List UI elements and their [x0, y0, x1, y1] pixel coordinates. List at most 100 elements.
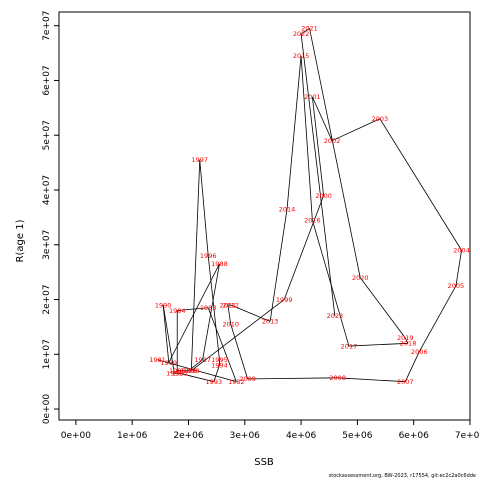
trajectory-segment	[199, 159, 209, 256]
x-tick-label: 6e+06	[399, 431, 430, 441]
trajectory-segment	[300, 33, 336, 316]
trajectory-segment	[348, 342, 409, 347]
trajectory-segment	[311, 96, 333, 141]
year-label: 1982	[228, 378, 245, 386]
year-label: 2000	[315, 192, 332, 200]
trajectory-segment	[188, 359, 203, 372]
y-axis-title: R(age 1)	[15, 219, 26, 262]
year-label: 2009	[239, 375, 256, 383]
year-label: 2005	[448, 282, 465, 290]
year-label: 1991	[166, 370, 183, 378]
y-tick-label: 6e+07	[42, 65, 52, 95]
year-label: 2018	[400, 340, 417, 348]
year-label: 2012	[222, 301, 239, 309]
trajectory-segment	[207, 307, 237, 382]
year-label: 2015	[293, 52, 310, 60]
year-label: 1984	[169, 307, 186, 315]
year-label: 2013	[262, 318, 279, 326]
trajectory-segment	[202, 263, 220, 360]
trajectory-segment	[227, 304, 232, 325]
trajectory-segment	[191, 299, 285, 372]
plot-frame	[58, 11, 471, 421]
trajectory-segment	[418, 285, 457, 352]
year-label: 2011	[220, 301, 237, 309]
y-tick-label: 0e+00	[42, 394, 52, 425]
year-label: 2014	[279, 205, 296, 213]
trajectory-segment	[230, 324, 248, 380]
x-tick-label: 7e+06	[455, 431, 480, 441]
year-label: 1987	[194, 356, 211, 364]
x-tick-label: 0e+00	[61, 431, 92, 441]
trajectory-segment	[337, 377, 406, 383]
year-label: 1986	[180, 367, 197, 375]
year-label: 1995	[211, 356, 228, 364]
year-label: 2016	[304, 216, 321, 224]
year-label: 1997	[191, 156, 208, 164]
x-tick-label: 4e+06	[286, 431, 317, 441]
y-tick-label: 4e+07	[42, 175, 52, 205]
year-label: 1981	[149, 356, 166, 364]
y-tick-label: 1e+07	[42, 339, 52, 369]
year-label: 2010	[222, 320, 239, 328]
year-label: 1993	[206, 378, 223, 386]
year-label: 2001	[304, 93, 321, 101]
trajectory-segment	[213, 365, 220, 382]
year-label: 2003	[372, 115, 389, 123]
trajectory-segment	[359, 277, 406, 339]
trajectory-segment	[162, 304, 170, 363]
year-label: 1983	[200, 304, 217, 312]
trajectory-segment	[309, 28, 361, 278]
y-tick-label: 7e+07	[42, 11, 52, 41]
year-label: 1989	[161, 359, 178, 367]
trajectory-segment	[331, 118, 381, 142]
year-label: 1988	[211, 260, 228, 268]
year-label: 2006	[411, 348, 428, 356]
year-label: 1992	[172, 370, 189, 378]
year-label: 2023	[327, 312, 344, 320]
trajectory-segment	[404, 351, 420, 382]
footer-credit: stockassessment.org, BW-2023, r17554, gi…	[329, 473, 476, 479]
y-tick-label: 3e+07	[42, 230, 52, 260]
trajectory-segment	[177, 307, 209, 311]
trajectory-segment	[269, 209, 288, 322]
trajectory-segment	[379, 118, 462, 251]
x-tick-label: 2e+06	[173, 431, 204, 441]
year-label: 1998	[183, 367, 200, 375]
trajectory-segment	[162, 304, 175, 374]
trajectory-segment	[230, 304, 271, 322]
year-label: 2008	[329, 374, 346, 382]
trajectory-segment	[190, 159, 201, 371]
trajectory-segment	[404, 337, 409, 344]
axes: 0e+00 1e+06 2e+06 3e+06 4e+06 5e+06 6e+06 7e+06…	[42, 11, 480, 441]
trajectory-segment	[283, 195, 324, 300]
year-label: 2002	[324, 137, 341, 145]
trajectory-segment	[455, 250, 462, 286]
year-label: 1999	[276, 296, 293, 304]
year-label: 2004	[453, 247, 470, 255]
year-label: 2017	[341, 342, 358, 350]
year-label: 2020	[352, 274, 369, 282]
year-label: 1985	[169, 367, 186, 375]
year-label: 2007	[397, 378, 414, 386]
trajectory-segment	[300, 28, 310, 35]
year-label: 2021	[301, 25, 318, 33]
year-label: 2019	[397, 334, 414, 342]
trajectory-segment	[207, 255, 220, 360]
year-label: 2022	[293, 30, 310, 38]
trajectory-segment	[157, 359, 237, 383]
trajectory-layer	[157, 28, 462, 383]
trajectory-segment	[286, 55, 302, 210]
y-tick-label: 5e+07	[42, 120, 52, 150]
x-axis-title: SSB	[254, 457, 274, 468]
year-label: 1996	[200, 252, 217, 260]
trajectory-segment	[179, 373, 214, 383]
year-label: 1994	[211, 362, 228, 370]
trajectory-segment	[247, 377, 338, 380]
x-tick-label: 1e+06	[117, 431, 148, 441]
x-tick-label: 3e+06	[230, 431, 261, 441]
year-label: 1990	[155, 301, 172, 309]
x-tick-label: 5e+06	[342, 431, 373, 441]
y-tick-label: 2e+07	[42, 284, 52, 314]
